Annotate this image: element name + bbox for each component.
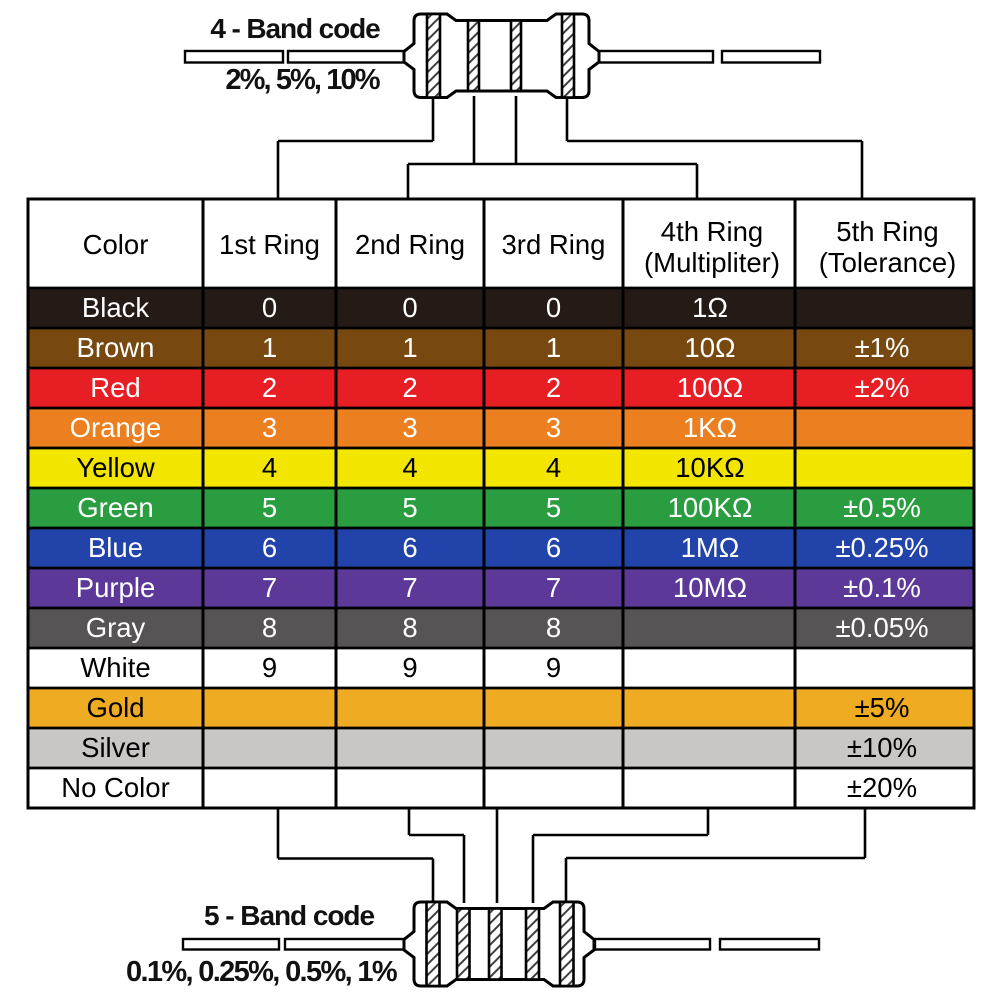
svg-text:8: 8 — [402, 612, 417, 643]
svg-text:4: 4 — [402, 452, 417, 483]
svg-text:4 - Band code: 4 - Band code — [210, 13, 380, 44]
svg-text:10Ω: 10Ω — [684, 332, 735, 363]
svg-text:1MΩ: 1MΩ — [681, 532, 740, 563]
svg-text:3: 3 — [546, 412, 561, 443]
svg-text:9: 9 — [546, 652, 561, 683]
svg-text:1st Ring: 1st Ring — [219, 229, 320, 260]
svg-text:2: 2 — [402, 372, 417, 403]
svg-text:1KΩ: 1KΩ — [683, 412, 737, 443]
svg-text:9: 9 — [402, 652, 417, 683]
svg-text:7: 7 — [402, 572, 417, 603]
svg-text:Gray: Gray — [86, 612, 146, 643]
svg-text:7: 7 — [546, 572, 561, 603]
svg-text:6: 6 — [262, 532, 277, 563]
svg-text:Yellow: Yellow — [76, 452, 155, 483]
svg-text:Black: Black — [82, 292, 149, 323]
svg-text:8: 8 — [546, 612, 561, 643]
svg-text:±0.25%: ±0.25% — [835, 532, 928, 563]
svg-text:±1%: ±1% — [855, 332, 910, 363]
svg-text:Green: Green — [77, 492, 153, 523]
svg-text:7: 7 — [262, 572, 277, 603]
svg-text:6: 6 — [402, 532, 417, 563]
svg-text:0: 0 — [262, 292, 277, 323]
svg-text:4: 4 — [262, 452, 277, 483]
svg-text:(Tolerance): (Tolerance) — [819, 247, 957, 278]
svg-text:±0.1%: ±0.1% — [843, 572, 921, 603]
svg-text:2: 2 — [262, 372, 277, 403]
svg-text:0.1%, 0.25%, 0.5%, 1%: 0.1%, 0.25%, 0.5%, 1% — [126, 956, 398, 988]
svg-text:2%, 5%, 10%: 2%, 5%, 10% — [225, 64, 380, 96]
svg-text:100KΩ: 100KΩ — [668, 492, 753, 523]
svg-text:5 - Band code: 5 - Band code — [204, 900, 374, 931]
svg-text:Blue: Blue — [88, 532, 143, 563]
svg-text:2nd Ring: 2nd Ring — [355, 229, 465, 260]
svg-text:Color: Color — [83, 229, 149, 260]
svg-text:2: 2 — [546, 372, 561, 403]
svg-text:8: 8 — [262, 612, 277, 643]
svg-text:±20%: ±20% — [847, 772, 917, 803]
svg-text:(Multipliter): (Multipliter) — [644, 247, 780, 278]
svg-text:0: 0 — [546, 292, 561, 323]
svg-text:Silver: Silver — [81, 732, 150, 763]
svg-text:3: 3 — [262, 412, 277, 443]
svg-text:Purple: Purple — [76, 572, 156, 603]
svg-text:1Ω: 1Ω — [692, 292, 728, 323]
svg-text:±0.5%: ±0.5% — [843, 492, 921, 523]
svg-text:1: 1 — [262, 332, 277, 363]
svg-text:5: 5 — [402, 492, 417, 523]
svg-text:1: 1 — [402, 332, 417, 363]
svg-text:100Ω: 100Ω — [677, 372, 743, 403]
svg-text:0: 0 — [402, 292, 417, 323]
svg-text:Brown: Brown — [77, 332, 155, 363]
svg-text:1: 1 — [546, 332, 561, 363]
svg-text:10MΩ: 10MΩ — [673, 572, 747, 603]
svg-text:6: 6 — [546, 532, 561, 563]
svg-text:5th Ring: 5th Ring — [836, 216, 938, 247]
svg-text:Gold: Gold — [86, 692, 144, 723]
svg-text:±0.05%: ±0.05% — [835, 612, 928, 643]
svg-text:±2%: ±2% — [855, 372, 910, 403]
svg-text:Orange: Orange — [70, 412, 162, 443]
svg-text:3rd Ring: 3rd Ring — [502, 229, 606, 260]
svg-text:±10%: ±10% — [847, 732, 917, 763]
svg-text:10KΩ: 10KΩ — [675, 452, 745, 483]
svg-text:Red: Red — [90, 372, 140, 403]
svg-text:5: 5 — [262, 492, 277, 523]
svg-text:9: 9 — [262, 652, 277, 683]
svg-text:4th Ring: 4th Ring — [661, 216, 763, 247]
svg-text:±5%: ±5% — [855, 692, 910, 723]
svg-text:No Color: No Color — [61, 772, 170, 803]
svg-text:White: White — [80, 652, 150, 683]
svg-text:4: 4 — [546, 452, 561, 483]
svg-text:3: 3 — [402, 412, 417, 443]
svg-text:5: 5 — [546, 492, 561, 523]
